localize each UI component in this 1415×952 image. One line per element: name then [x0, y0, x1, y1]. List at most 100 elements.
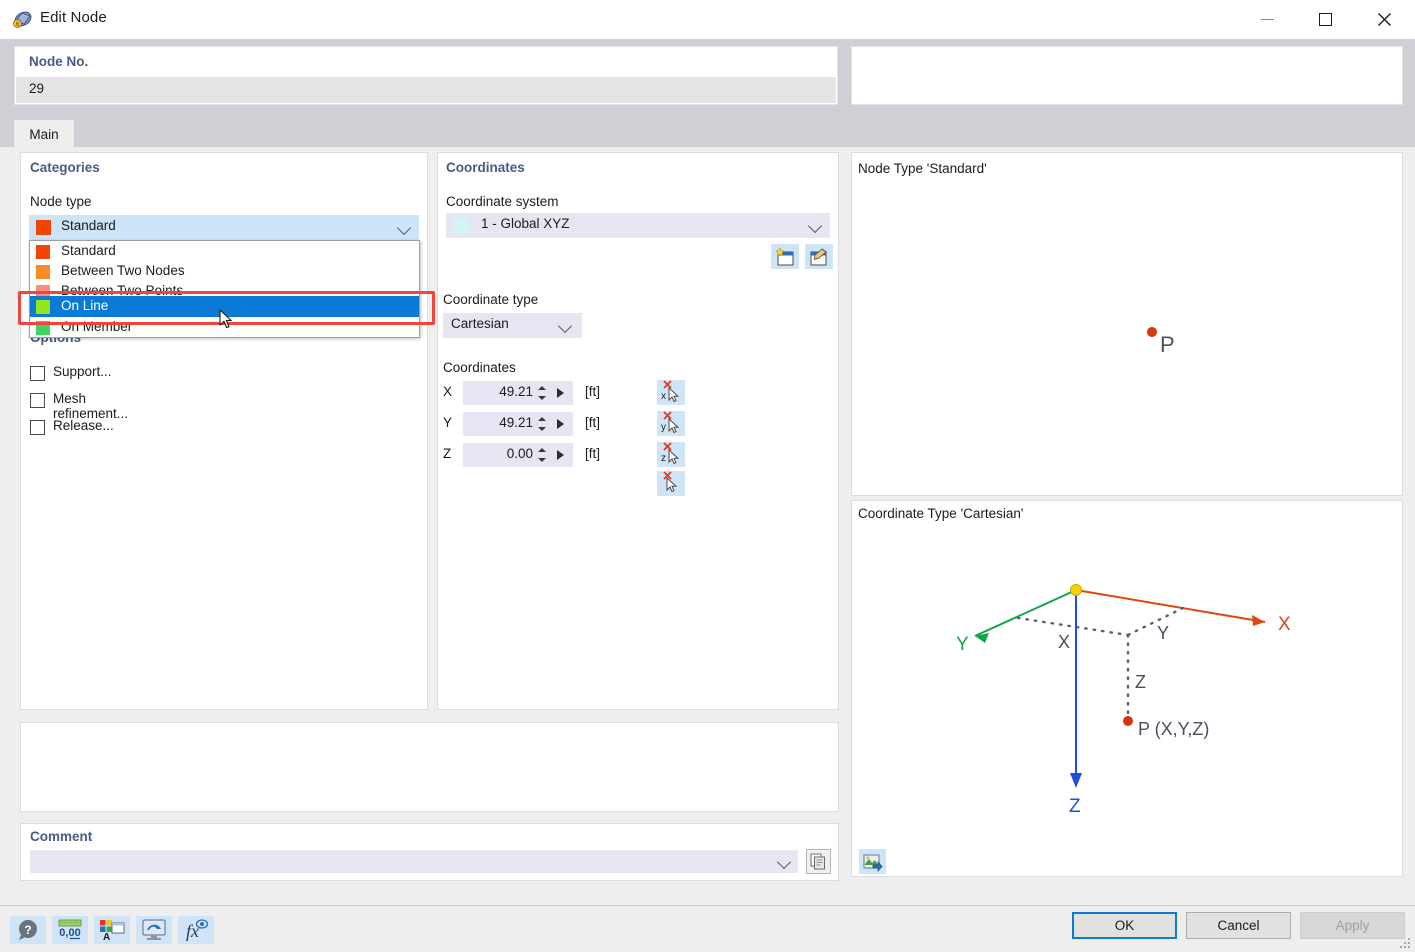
coordinate-type-preview-caption: Coordinate Type 'Cartesian'	[858, 506, 1024, 521]
svg-text:X: X	[1058, 632, 1070, 652]
pick-y-button[interactable]: y	[657, 411, 685, 436]
maximize-button[interactable]	[1302, 0, 1348, 39]
pick-x-icon: x	[661, 380, 680, 403]
node-type-combobox[interactable]: Standard	[29, 215, 419, 240]
edit-coordinate-system-button[interactable]	[805, 244, 833, 269]
dropdown-item-between-two-nodes[interactable]: Between Two Nodes	[30, 262, 419, 282]
display-properties-button[interactable]: A	[94, 916, 130, 944]
new-coordinate-system-icon	[775, 246, 794, 265]
export-image-button[interactable]	[859, 849, 886, 874]
comment-input[interactable]	[30, 850, 798, 873]
checkbox-label: Release...	[53, 418, 114, 433]
view-settings-icon	[142, 919, 166, 940]
formula-button[interactable]: fx	[178, 916, 214, 944]
title-bar: 6 Edit Node	[0, 0, 1415, 39]
coordinate-system-value: 1 - Global XYZ	[481, 216, 570, 231]
node-type-selected-label: Standard	[61, 218, 116, 233]
apply-button: Apply	[1300, 912, 1405, 939]
axis-label: Y	[443, 415, 453, 430]
coordinate-row-y: Y 49.21 [ft]	[443, 412, 623, 436]
resize-grip[interactable]	[1400, 938, 1410, 948]
checkbox-label: Mesh refinement...	[53, 391, 129, 421]
node-cube-icon: 6	[13, 11, 32, 28]
minimize-icon	[1260, 19, 1274, 20]
pick-z-button[interactable]: z	[657, 442, 685, 467]
tab-main[interactable]: Main	[14, 120, 74, 149]
coordinate-system-color-swatch	[453, 218, 469, 233]
pick-x-button[interactable]: x	[657, 380, 685, 405]
bottom-blank-panel	[20, 722, 839, 812]
item-label: Between Two Points	[61, 283, 184, 298]
coordinate-type-combobox[interactable]: Cartesian	[443, 313, 582, 338]
new-coordinate-system-button[interactable]	[771, 244, 799, 269]
decimal-places-button[interactable]: 0,00	[52, 916, 88, 944]
node-type-preview-panel	[851, 152, 1403, 496]
pick-y-icon: y	[661, 411, 680, 434]
close-icon	[1377, 13, 1391, 26]
checkbox-box	[30, 420, 45, 435]
view-settings-button[interactable]	[136, 916, 172, 944]
coordinate-system-combobox[interactable]: 1 - Global XYZ	[446, 213, 830, 238]
z-coordinate-input[interactable]: 0.00	[463, 443, 573, 467]
checkbox-box	[30, 366, 45, 381]
svg-text:fx: fx	[186, 921, 199, 941]
close-button[interactable]	[1361, 0, 1407, 39]
coordinates-values-label: Coordinates	[443, 360, 516, 375]
dropdown-item-on-line[interactable]: On Line	[30, 296, 419, 317]
axis-label: Z	[443, 446, 452, 461]
pick-point-icon	[663, 471, 678, 493]
svg-text:A: A	[103, 932, 110, 942]
svg-text:Y: Y	[956, 634, 969, 655]
x-expand-arrow-icon[interactable]	[557, 388, 564, 398]
coordinate-type-preview-panel	[851, 500, 1403, 877]
chevron-down-icon	[807, 218, 823, 234]
help-button[interactable]: ?	[10, 916, 46, 944]
help-icon: ?	[19, 920, 37, 940]
y-spinner[interactable]	[538, 416, 547, 432]
node-no-label: Node No.	[29, 54, 89, 69]
chevron-down-icon	[557, 318, 573, 334]
svg-text:6: 6	[16, 22, 20, 28]
comment-library-icon	[810, 853, 825, 870]
z-expand-arrow-icon[interactable]	[557, 450, 564, 460]
pick-point-button[interactable]	[657, 471, 685, 496]
categories-title: Categories	[30, 160, 100, 175]
svg-text:0,00: 0,00	[59, 927, 80, 939]
display-properties-icon: A	[100, 920, 125, 942]
minimize-button[interactable]	[1244, 0, 1290, 39]
svg-text:z: z	[661, 453, 666, 464]
footer-bar: ? 0,00 A	[0, 905, 1415, 952]
y-coordinate-input[interactable]: 49.21	[463, 412, 573, 436]
x-spinner[interactable]	[538, 385, 547, 401]
svg-text:P (X,Y,Z): P (X,Y,Z)	[1138, 719, 1209, 739]
item-color-swatch	[36, 300, 50, 314]
coordinate-system-label: Coordinate system	[446, 194, 559, 209]
y-expand-arrow-icon[interactable]	[557, 419, 564, 429]
z-spinner[interactable]	[538, 447, 547, 463]
z-unit-label: [ft]	[585, 446, 601, 461]
node-no-field[interactable]: 29	[16, 77, 836, 103]
z-coordinate-value: 0.00	[506, 446, 533, 461]
cancel-button[interactable]: Cancel	[1186, 912, 1291, 939]
node-type-dropdown-list[interactable]: Standard Between Two Nodes Between Two P…	[29, 240, 420, 338]
item-color-swatch	[36, 245, 50, 259]
comment-library-button[interactable]	[806, 849, 831, 874]
node-no-value: 29	[29, 81, 45, 96]
x-coordinate-input[interactable]: 49.21	[463, 381, 573, 405]
window-title: Edit Node	[40, 9, 107, 26]
item-label: On Line	[61, 298, 109, 313]
chevron-down-icon	[776, 854, 792, 870]
item-label: Standard	[61, 243, 116, 258]
decimal-places-icon: 0,00	[58, 919, 82, 940]
svg-text:Y: Y	[1157, 623, 1169, 643]
maximize-icon	[1318, 13, 1332, 26]
node-point-graphic: P	[1147, 327, 1175, 357]
ok-button[interactable]: OK	[1072, 912, 1177, 939]
dropdown-item-standard[interactable]: Standard	[30, 242, 419, 262]
edit-coordinate-system-icon	[810, 247, 827, 265]
checkbox-label: Support...	[53, 364, 112, 379]
node-type-color-swatch	[36, 220, 51, 235]
svg-text:X: X	[1278, 614, 1291, 635]
node-type-preview-caption: Node Type 'Standard'	[858, 161, 987, 176]
x-unit-label: [ft]	[585, 384, 601, 399]
